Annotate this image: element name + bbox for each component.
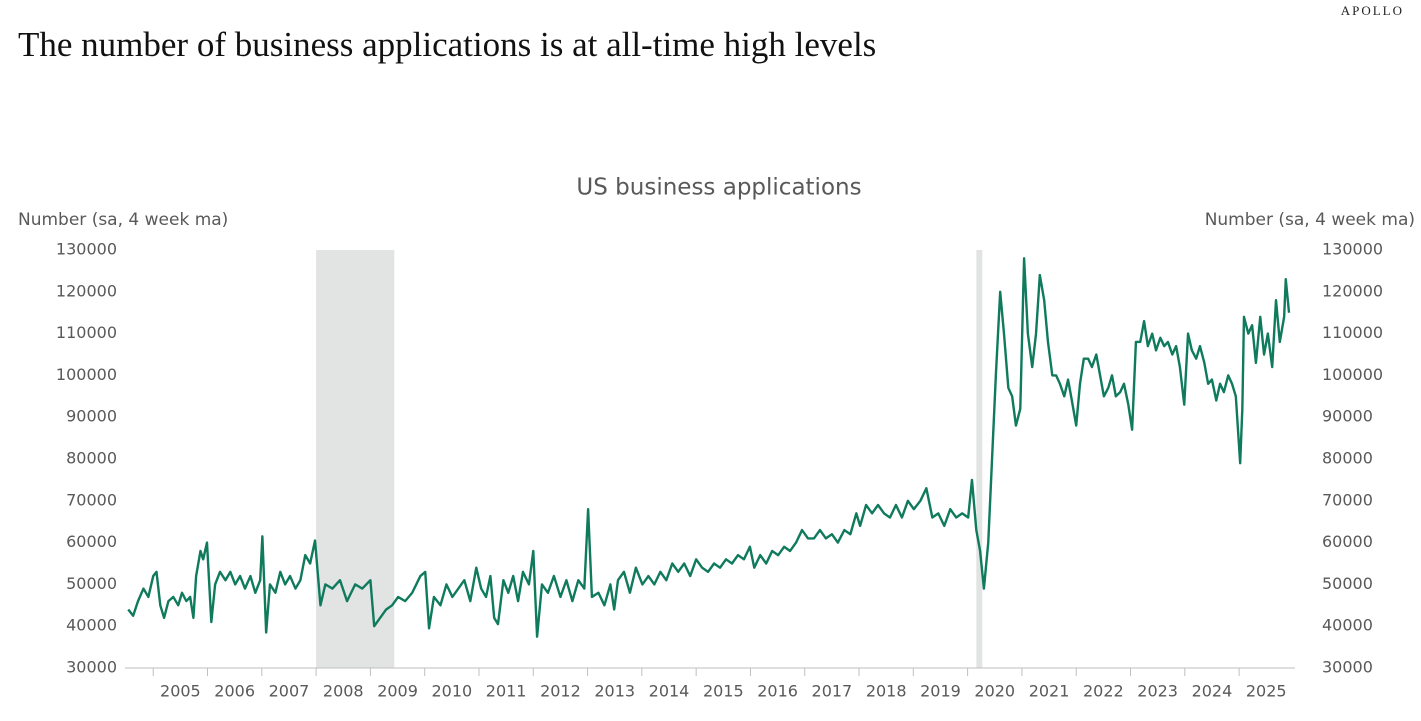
y-tick-label: 110000: [56, 323, 117, 342]
x-tick-label: 2019: [920, 682, 961, 701]
x-tick-label: 2015: [703, 682, 744, 701]
y2-tick-label: 50000: [1322, 574, 1373, 593]
x-tick-label: 2025: [1246, 682, 1287, 701]
y2-tick-label: 120000: [1322, 281, 1383, 300]
y2-tick-label: 100000: [1322, 365, 1383, 384]
x-tick-label: 2007: [269, 682, 310, 701]
y2-tick-label: 90000: [1322, 407, 1373, 426]
x-tick-label: 2013: [594, 682, 635, 701]
y2-tick-label: 80000: [1322, 449, 1373, 468]
x-tick-label: 2006: [214, 682, 255, 701]
y2-tick-label: 130000: [1322, 240, 1383, 259]
y-tick-label: 40000: [66, 616, 117, 635]
x-tick-label: 2020: [974, 682, 1015, 701]
brand-logo: APOLLO: [1341, 3, 1404, 18]
y-tick-label: 50000: [66, 574, 117, 593]
x-tick-label: 2010: [431, 682, 472, 701]
shaded-period: [976, 250, 983, 668]
x-tick-label: 2008: [323, 682, 364, 701]
x-tick-label: 2005: [160, 682, 201, 701]
shaded-period: [316, 250, 395, 668]
y-tick-label: 90000: [66, 407, 117, 426]
x-tick-label: 2024: [1192, 682, 1233, 701]
x-tick-label: 2021: [1029, 682, 1070, 701]
x-tick-label: 2011: [486, 682, 527, 701]
x-tick-label: 2017: [812, 682, 853, 701]
x-tick-label: 2009: [377, 682, 418, 701]
y-tick-label: 130000: [56, 240, 117, 259]
y-tick-label: 100000: [56, 365, 117, 384]
y-tick-label: 60000: [66, 532, 117, 551]
y2-tick-label: 30000: [1322, 658, 1373, 677]
y-axis-label: Number (sa, 4 week ma): [18, 210, 228, 230]
y2-tick-label: 60000: [1322, 532, 1373, 551]
y-tick-label: 30000: [66, 658, 117, 677]
y-tick-label: 80000: [66, 449, 117, 468]
chart-title: US business applications: [576, 175, 861, 201]
y2-tick-label: 70000: [1322, 490, 1373, 509]
x-tick-label: 2022: [1083, 682, 1124, 701]
y2-axis-label: Number (sa, 4 week ma): [1205, 210, 1415, 230]
x-tick-label: 2023: [1137, 682, 1178, 701]
y2-tick-label: 110000: [1322, 323, 1383, 342]
page-title: The number of business applications is a…: [18, 25, 876, 64]
x-tick-label: 2018: [866, 682, 907, 701]
y2-tick-label: 40000: [1322, 616, 1373, 635]
x-tick-label: 2014: [649, 682, 690, 701]
x-tick-label: 2012: [540, 682, 581, 701]
data-line: [127, 257, 1291, 638]
y-tick-label: 120000: [56, 281, 117, 300]
y-tick-label: 70000: [66, 490, 117, 509]
x-tick-label: 2016: [757, 682, 798, 701]
